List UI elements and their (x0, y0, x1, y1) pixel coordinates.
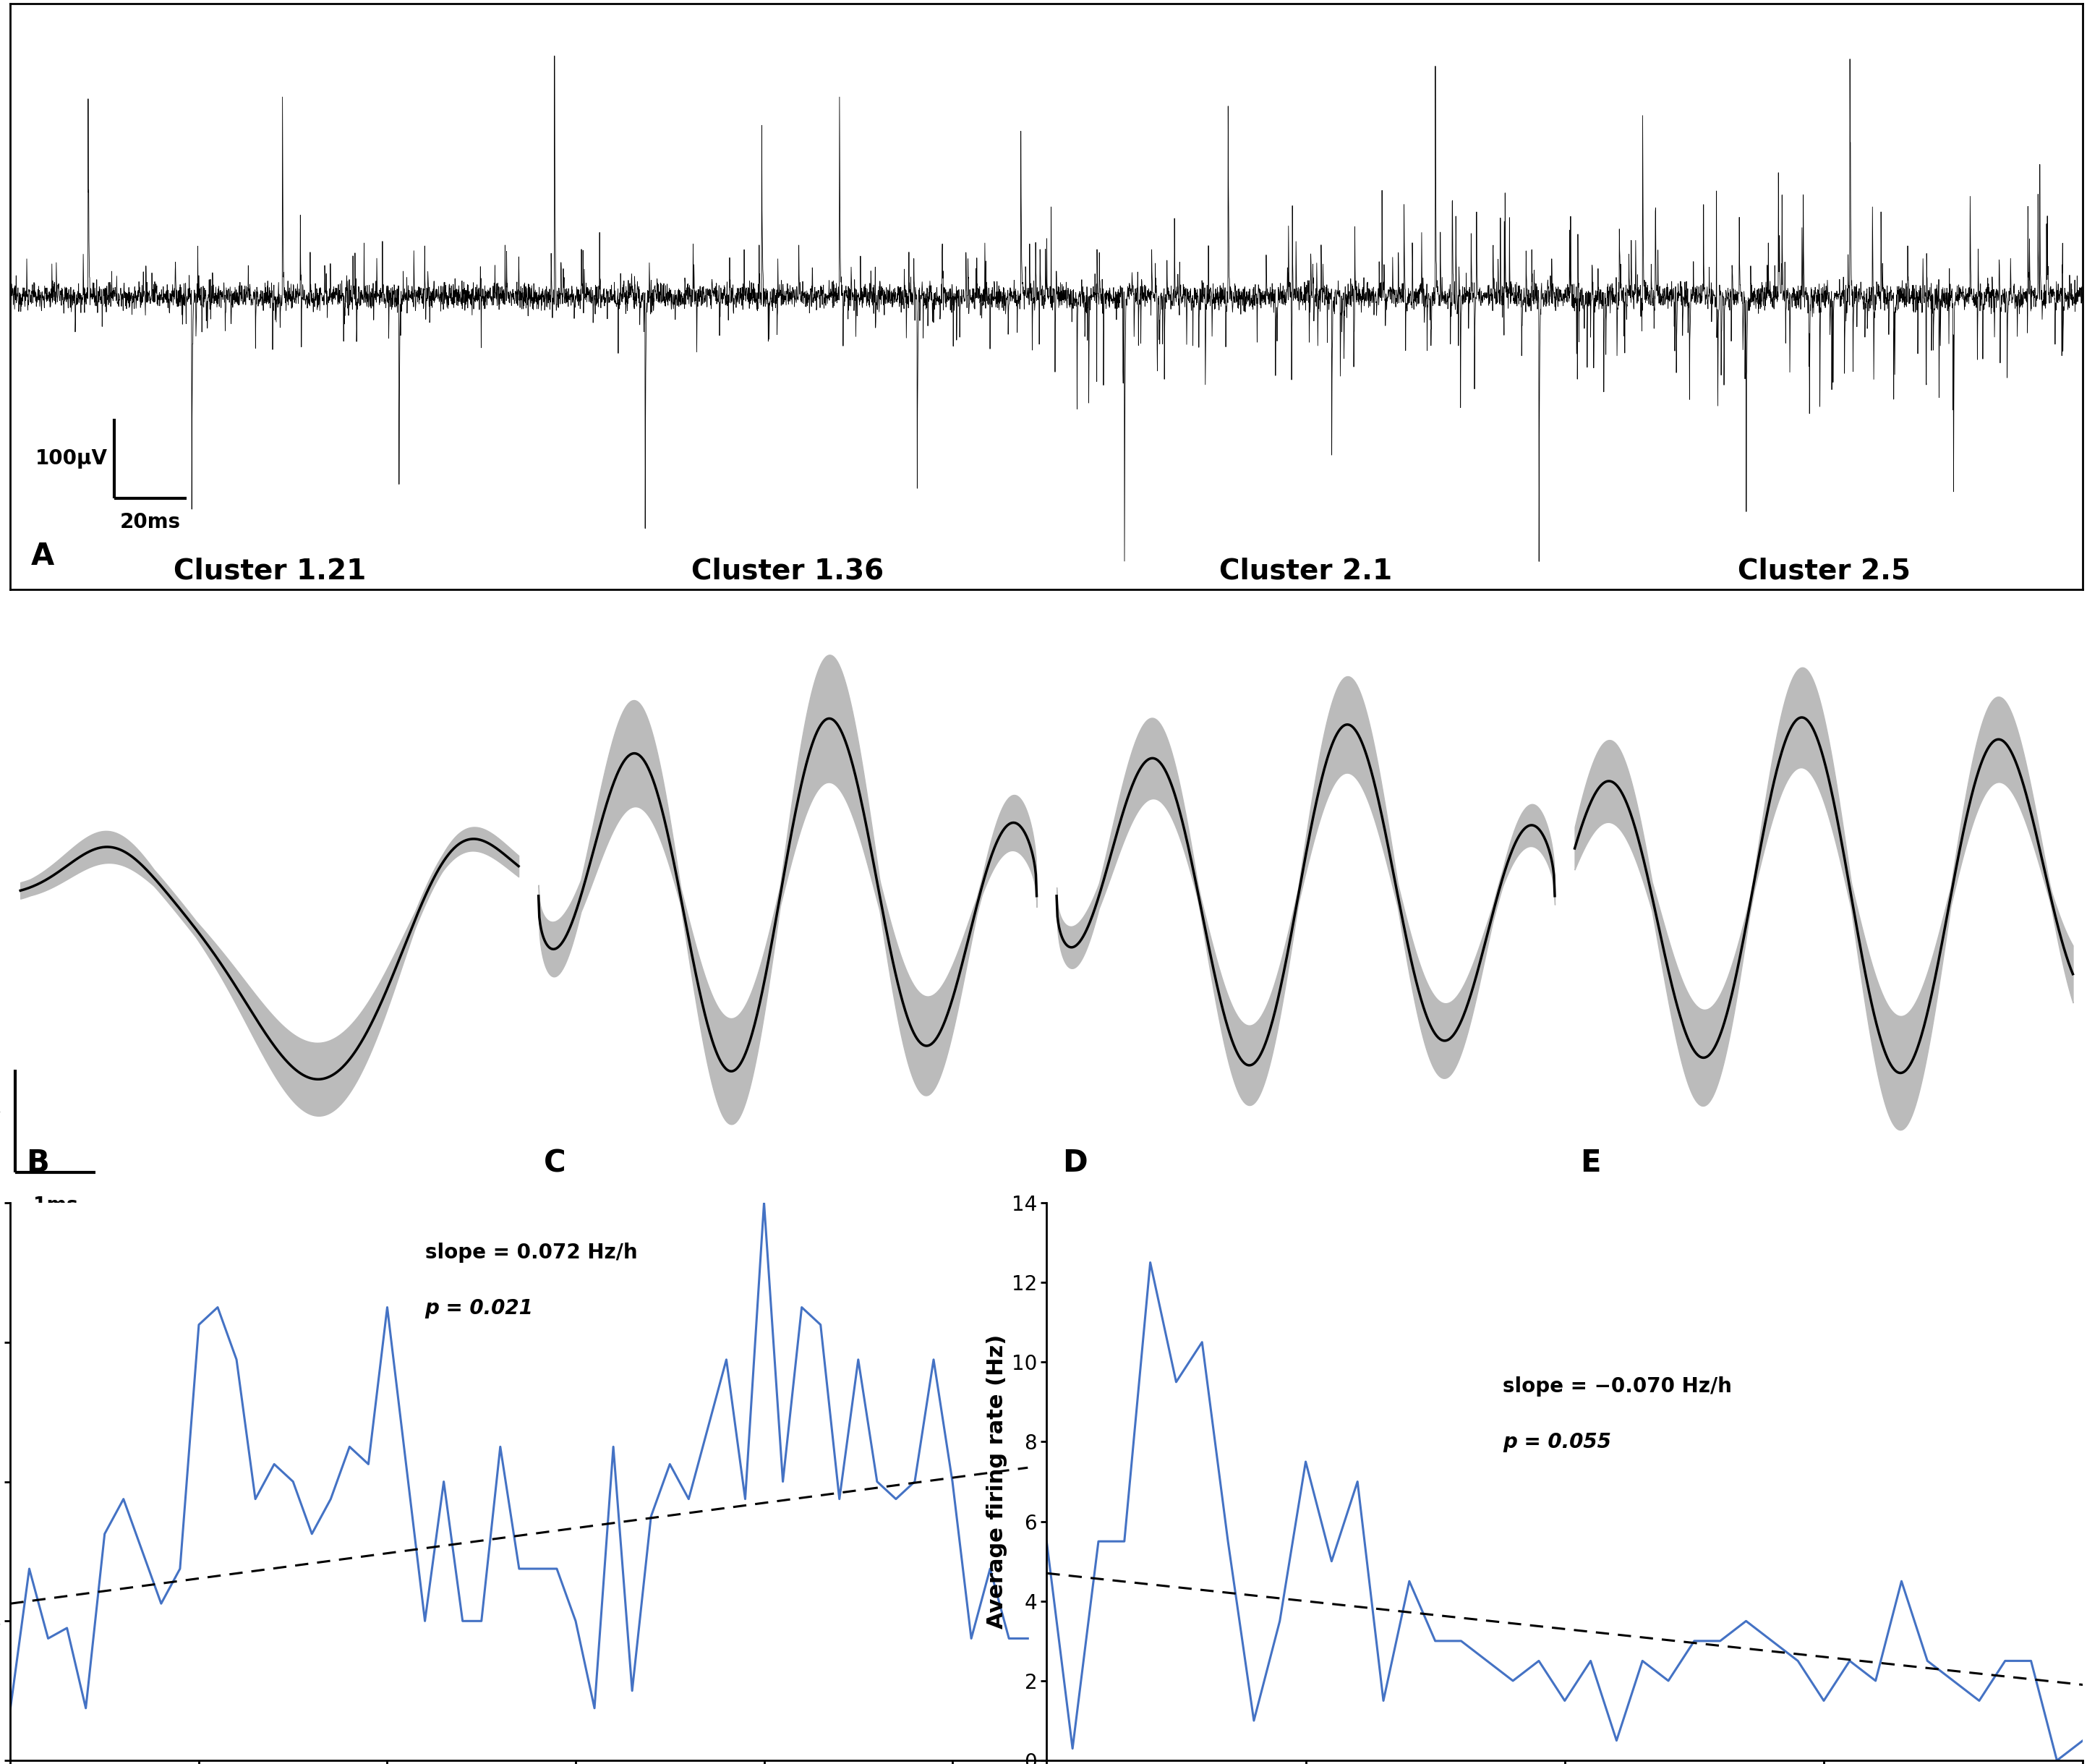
Text: p = 0.055: p = 0.055 (1503, 1432, 1611, 1452)
Text: 100μV: 100μV (35, 448, 109, 469)
Text: D: D (1062, 1148, 1087, 1178)
Text: slope = 0.072 Hz/h: slope = 0.072 Hz/h (426, 1242, 637, 1263)
Text: p = 0.021: p = 0.021 (426, 1298, 534, 1319)
Text: A: A (31, 542, 54, 572)
Text: slope = −0.070 Hz/h: slope = −0.070 Hz/h (1503, 1376, 1732, 1397)
Text: C: C (545, 1148, 566, 1178)
Text: 1ms: 1ms (33, 1196, 77, 1215)
Title: Cluster 1.21: Cluster 1.21 (173, 557, 365, 586)
Text: B: B (25, 1148, 48, 1178)
Text: E: E (1580, 1148, 1601, 1178)
Title: Cluster 2.5: Cluster 2.5 (1736, 557, 1910, 586)
Y-axis label: Average firing rate (Hz): Average firing rate (Hz) (987, 1334, 1008, 1628)
Title: Cluster 1.36: Cluster 1.36 (691, 557, 883, 586)
Text: 20ms: 20ms (119, 512, 182, 533)
Title: Cluster 2.1: Cluster 2.1 (1219, 557, 1392, 586)
